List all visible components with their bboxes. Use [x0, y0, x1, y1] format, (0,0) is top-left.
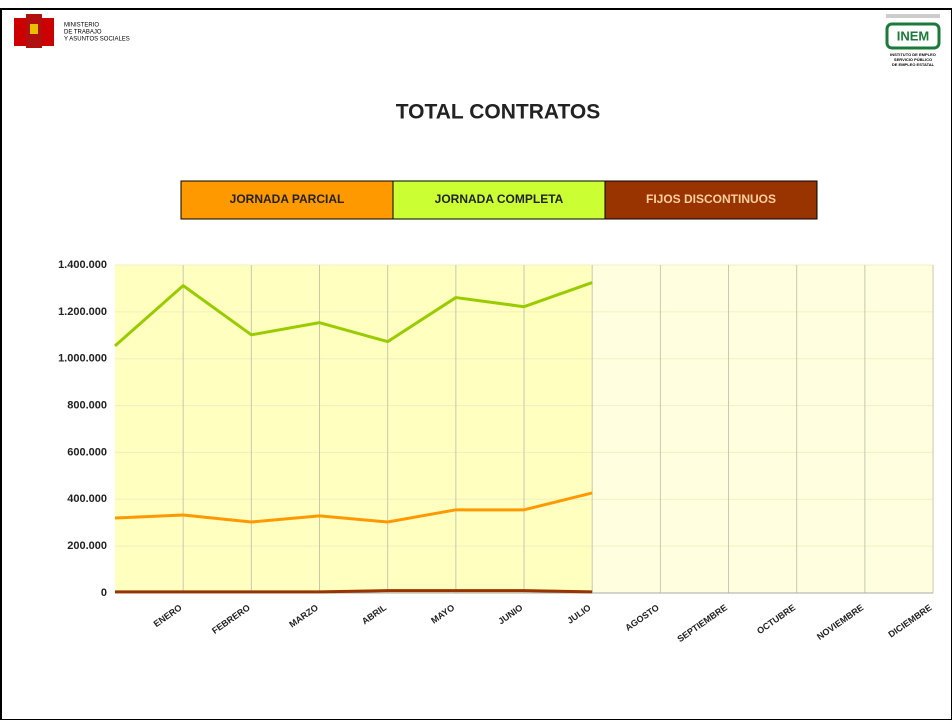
legend-box	[180, 180, 394, 220]
legend-label: JORNADA COMPLETA	[435, 192, 564, 206]
ministry-line: Y ASUNTOS SOCIALES	[64, 37, 130, 43]
legend-box	[604, 180, 818, 220]
inem-bar	[886, 14, 940, 18]
series-line	[115, 589, 593, 594]
chart-title: TOTAL CONTRATOS	[396, 101, 601, 124]
ministry-logo	[14, 14, 54, 48]
y-tick-label: 0	[101, 587, 107, 599]
series-line	[114, 281, 593, 347]
inem-line: SERVICIO PÚBLICO	[894, 57, 932, 62]
y-tick-label: 800.000	[67, 399, 107, 411]
legend-label: JORNADA PARCIAL	[230, 192, 345, 206]
y-tick-label: 1.200.000	[58, 306, 107, 318]
y-tick-label: 1.000.000	[58, 353, 107, 365]
series-line	[114, 491, 593, 524]
y-tick-label: 200.000	[67, 540, 107, 552]
inem-badge	[885, 22, 941, 50]
data-region	[115, 265, 593, 593]
inem-line: DE EMPLEO ESTATAL	[892, 62, 935, 67]
y-tick-label: 600.000	[67, 446, 107, 458]
shield-left	[14, 18, 26, 46]
ministry-line: DE TRABAJO	[64, 30, 102, 36]
legend-label: FIJOS DISCONTINUOS	[646, 192, 776, 206]
shield-right	[42, 18, 54, 46]
legend-box	[392, 180, 606, 220]
y-tick-label: 400.000	[67, 493, 107, 505]
shield-crest	[30, 24, 38, 34]
inem-name: INEM	[897, 28, 930, 43]
y-tick-label: 1.400.000	[58, 259, 107, 271]
inem-line: INSTITUTO DE EMPLEO	[890, 52, 936, 57]
ministry-line: MINISTERIO	[64, 23, 99, 29]
